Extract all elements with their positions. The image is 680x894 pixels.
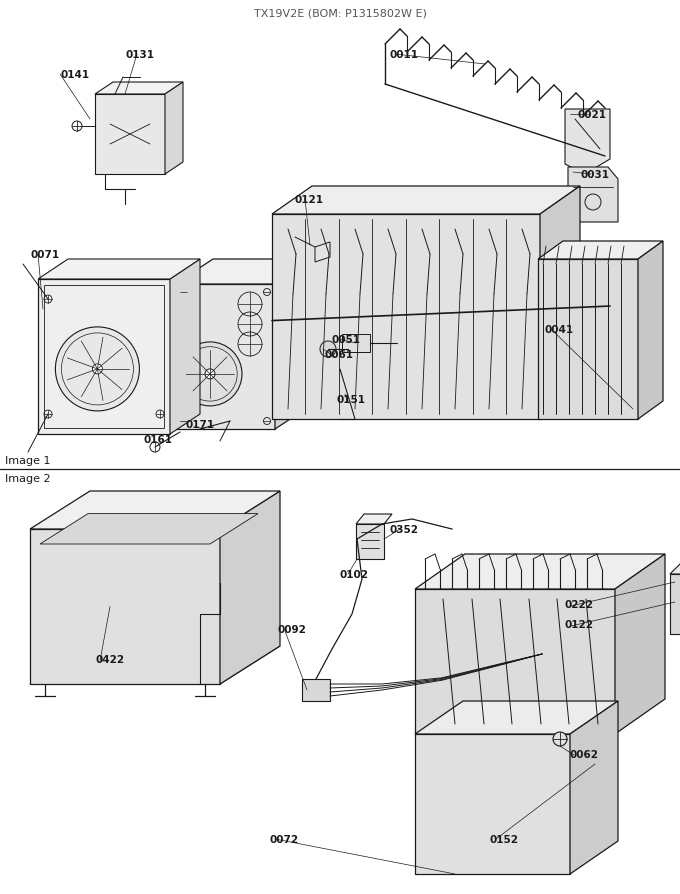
Text: 0121: 0121 xyxy=(295,195,324,205)
Text: 0131: 0131 xyxy=(125,50,154,60)
Polygon shape xyxy=(615,554,665,734)
Polygon shape xyxy=(38,280,170,434)
Polygon shape xyxy=(538,241,663,260)
Text: 0161: 0161 xyxy=(143,434,172,444)
Polygon shape xyxy=(540,187,580,419)
Polygon shape xyxy=(570,701,618,874)
Text: 0061: 0061 xyxy=(325,350,354,359)
Text: 0051: 0051 xyxy=(332,334,361,344)
Circle shape xyxy=(205,369,215,379)
Text: 0171: 0171 xyxy=(185,419,214,429)
Polygon shape xyxy=(415,734,570,874)
Text: TX19V2E (BOM: P1315802W E): TX19V2E (BOM: P1315802W E) xyxy=(254,8,426,18)
Text: 0031: 0031 xyxy=(581,170,610,180)
Polygon shape xyxy=(175,284,275,429)
Polygon shape xyxy=(30,492,280,529)
Polygon shape xyxy=(272,187,580,215)
Polygon shape xyxy=(538,260,638,419)
Text: 0152: 0152 xyxy=(490,834,519,844)
Polygon shape xyxy=(342,334,370,352)
Polygon shape xyxy=(95,95,165,175)
Text: 0151: 0151 xyxy=(337,394,366,405)
Text: 0122: 0122 xyxy=(565,620,594,629)
Polygon shape xyxy=(415,554,665,589)
Text: Image 1: Image 1 xyxy=(5,455,50,466)
Text: 0062: 0062 xyxy=(570,749,599,759)
Text: 0102: 0102 xyxy=(340,569,369,579)
Text: 0352: 0352 xyxy=(390,525,419,535)
Circle shape xyxy=(553,732,567,746)
Circle shape xyxy=(178,342,242,407)
Polygon shape xyxy=(40,514,258,544)
Text: 0092: 0092 xyxy=(278,624,307,634)
Polygon shape xyxy=(95,83,183,95)
Polygon shape xyxy=(175,260,313,284)
Circle shape xyxy=(92,365,103,375)
Polygon shape xyxy=(565,110,610,175)
Ellipse shape xyxy=(592,298,608,320)
Text: 0141: 0141 xyxy=(60,70,89,80)
Polygon shape xyxy=(415,589,615,734)
Polygon shape xyxy=(356,514,392,525)
Polygon shape xyxy=(275,260,313,429)
Polygon shape xyxy=(638,241,663,419)
Polygon shape xyxy=(220,492,280,684)
Polygon shape xyxy=(670,574,680,634)
Polygon shape xyxy=(356,525,384,560)
Text: 0071: 0071 xyxy=(30,249,59,260)
Polygon shape xyxy=(30,646,280,684)
Polygon shape xyxy=(30,529,220,684)
Text: 0041: 0041 xyxy=(545,325,574,334)
Polygon shape xyxy=(670,562,680,574)
Polygon shape xyxy=(302,679,330,701)
Text: 0021: 0021 xyxy=(578,110,607,120)
Polygon shape xyxy=(170,260,200,434)
Text: 0072: 0072 xyxy=(270,834,299,844)
Text: 0222: 0222 xyxy=(565,599,594,610)
Circle shape xyxy=(320,342,336,358)
Polygon shape xyxy=(315,243,330,263)
Polygon shape xyxy=(165,83,183,175)
Polygon shape xyxy=(568,168,618,223)
Polygon shape xyxy=(272,215,540,419)
Text: Image 2: Image 2 xyxy=(5,474,50,484)
Text: 0422: 0422 xyxy=(95,654,124,664)
Circle shape xyxy=(55,327,139,411)
Text: 0011: 0011 xyxy=(390,50,419,60)
Polygon shape xyxy=(415,701,618,734)
Polygon shape xyxy=(38,260,200,280)
